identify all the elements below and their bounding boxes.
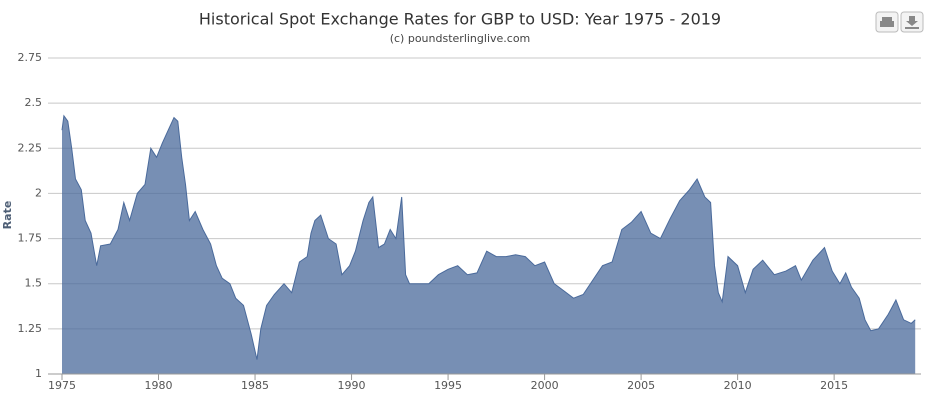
y-tick-label: 1 <box>35 367 42 380</box>
y-tick-label: 2.25 <box>18 141 43 154</box>
y-tick-label: 2.75 <box>18 51 43 64</box>
y-tick-label: 2.5 <box>25 96 43 109</box>
x-tick-label: 1995 <box>434 379 462 392</box>
x-tick-label: 1985 <box>241 379 269 392</box>
x-tick-label: 2005 <box>627 379 655 392</box>
area-fill <box>62 115 916 375</box>
x-tick-label: 2000 <box>531 379 559 392</box>
y-tick-label: 1.25 <box>18 322 43 335</box>
y-axis-title: Rate <box>1 201 14 230</box>
chart-title: Historical Spot Exchange Rates for GBP t… <box>199 10 721 29</box>
y-tick-label: 2 <box>35 186 42 199</box>
y-tick-label: 1.75 <box>18 232 43 245</box>
x-tick-label: 1990 <box>338 379 366 392</box>
x-tick-label: 1980 <box>145 379 173 392</box>
area-line <box>61 114 916 360</box>
download-button[interactable] <box>900 11 924 33</box>
print-button[interactable] <box>875 11 899 33</box>
x-tick-label: 1975 <box>48 379 76 392</box>
x-tick-label: 2015 <box>820 379 848 392</box>
y-tick-label: 1.5 <box>25 277 43 290</box>
chart-subtitle: (c) poundsterlinglive.com <box>390 32 531 45</box>
x-tick-label: 2010 <box>724 379 752 392</box>
